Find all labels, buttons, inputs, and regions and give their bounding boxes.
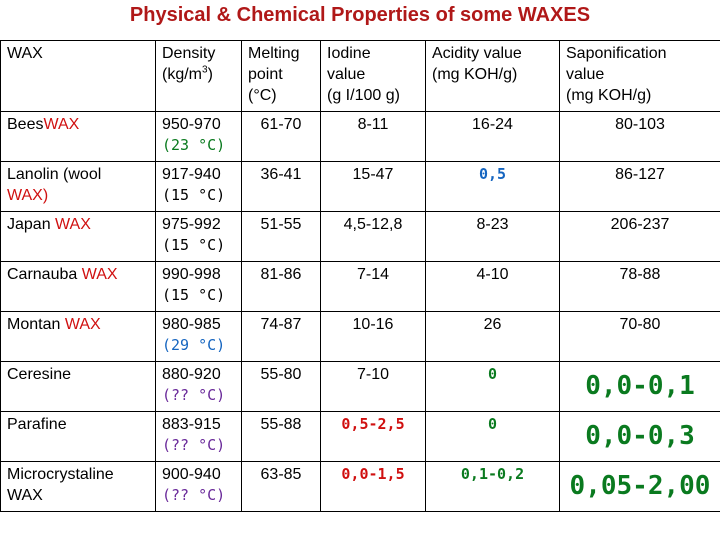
melting-cell: 55-88 <box>241 411 321 462</box>
wax-name: Japan WAX <box>0 211 156 262</box>
saponification-cell: 80-103 <box>559 111 720 162</box>
iodine-cell: 0,5-2,5 <box>320 411 426 462</box>
iodine-cell: 7-10 <box>320 361 426 412</box>
iodine-cell: 10-16 <box>320 311 426 362</box>
wax-name: Parafine <box>0 411 156 462</box>
table-row: BeesWAX 950-970 (23 °C) 61-70 8-11 16-24 … <box>0 111 720 162</box>
melting-cell: 81-86 <box>241 261 321 312</box>
wax-name: Ceresine <box>0 361 156 412</box>
header-melting-point: Melting point (°C) <box>241 40 321 112</box>
acidity-cell: 26 <box>425 311 560 362</box>
saponification-cell: 0,0-0,3 <box>559 411 720 462</box>
header-density: Density (kg/m3) <box>155 40 242 112</box>
header-wax: WAX <box>0 40 156 112</box>
table-row: Microcrystaline WAX 900-940 (?? °C) 63-85 … <box>0 461 720 512</box>
iodine-cell: 4,5-12,8 <box>320 211 426 262</box>
wax-name: Lanolin (wool WAX) <box>0 161 156 212</box>
acidity-cell: 8-23 <box>425 211 560 262</box>
acidity-cell: 0 <box>425 411 560 462</box>
table-row: Parafine 883-915 (?? °C) 55-88 0,5-2,5 0 … <box>0 411 720 462</box>
saponification-cell: 70-80 <box>559 311 720 362</box>
header-row: WAX Density (kg/m3) Melting point (°C) I… <box>0 40 720 112</box>
melting-cell: 51-55 <box>241 211 321 262</box>
wax-name: BeesWAX <box>0 111 156 162</box>
melting-cell: 55-80 <box>241 361 321 412</box>
table-row: Montan WAX 980-985 (29 °C) 74-87 10-16 26… <box>0 311 720 362</box>
density-cell: 975-992 (15 °C) <box>155 211 242 262</box>
saponification-cell: 0,0-0,1 <box>559 361 720 412</box>
table-row: Lanolin (wool WAX) 917-940 (15 °C) 36-41 1… <box>0 161 720 212</box>
iodine-cell: 15-47 <box>320 161 426 212</box>
wax-name: Carnauba WAX <box>0 261 156 312</box>
saponification-cell: 86-127 <box>559 161 720 212</box>
acidity-cell: 16-24 <box>425 111 560 162</box>
saponification-cell: 78-88 <box>559 261 720 312</box>
wax-name: Montan WAX <box>0 311 156 362</box>
header-iodine-value: Iodine value (g I/100 g) <box>320 40 426 112</box>
iodine-cell: 8-11 <box>320 111 426 162</box>
density-cell: 950-970 (23 °C) <box>155 111 242 162</box>
density-cell: 980-985 (29 °C) <box>155 311 242 362</box>
wax-properties-table: WAX Density (kg/m3) Melting point (°C) I… <box>0 40 720 512</box>
acidity-cell: 0 <box>425 361 560 412</box>
acidity-cell: 0,5 <box>425 161 560 212</box>
header-acidity-value: Acidity value (mg KOH/g) <box>425 40 560 112</box>
melting-cell: 63-85 <box>241 461 321 512</box>
melting-cell: 61-70 <box>241 111 321 162</box>
density-cell: 917-940 (15 °C) <box>155 161 242 212</box>
iodine-cell: 0,0-1,5 <box>320 461 426 512</box>
acidity-cell: 4-10 <box>425 261 560 312</box>
density-cell: 880-920 (?? °C) <box>155 361 242 412</box>
acidity-cell: 0,1-0,2 <box>425 461 560 512</box>
wax-name: Microcrystaline WAX <box>0 461 156 512</box>
header-saponification-value: Saponification value (mg KOH/g) <box>559 40 720 112</box>
saponification-cell: 0,05-2,00 <box>559 461 720 512</box>
density-cell: 990-998 (15 °C) <box>155 261 242 312</box>
table-row: Ceresine 880-920 (?? °C) 55-80 7-10 0 0,0… <box>0 361 720 412</box>
density-cell: 900-940 (?? °C) <box>155 461 242 512</box>
melting-cell: 36-41 <box>241 161 321 212</box>
table-row: Carnauba WAX 990-998 (15 °C) 81-86 7-14 4… <box>0 261 720 312</box>
table-row: Japan WAX 975-992 (15 °C) 51-55 4,5-12,8 … <box>0 211 720 262</box>
page-title: Physical & Chemical Properties of some W… <box>129 4 591 26</box>
density-cell: 883-915 (?? °C) <box>155 411 242 462</box>
saponification-cell: 206-237 <box>559 211 720 262</box>
melting-cell: 74-87 <box>241 311 321 362</box>
iodine-cell: 7-14 <box>320 261 426 312</box>
